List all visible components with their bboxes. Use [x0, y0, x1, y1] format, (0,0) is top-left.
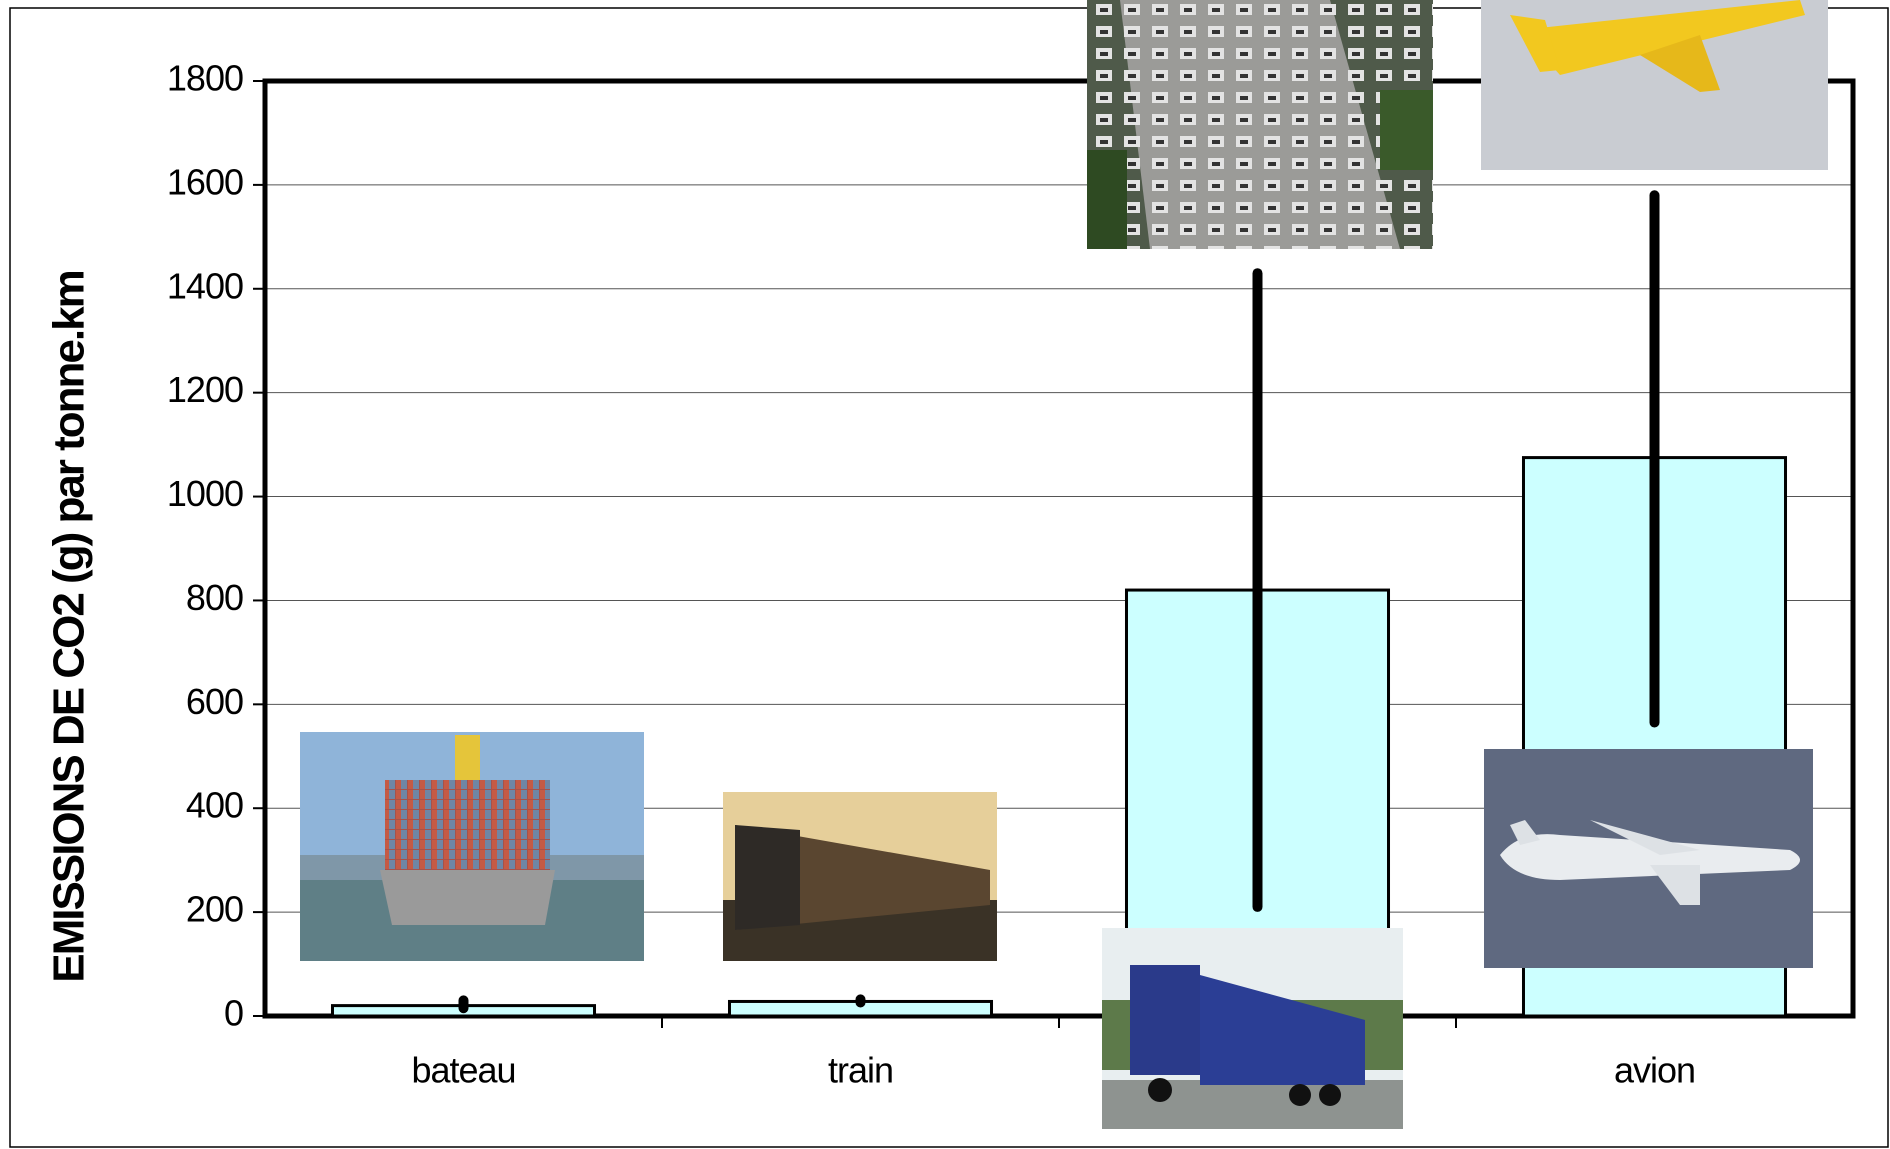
y-tick-label: 1800: [167, 58, 243, 99]
y-tick-label: 0: [224, 993, 243, 1034]
y-tick-label: 1600: [167, 161, 243, 202]
y-tick-label: 600: [186, 681, 243, 722]
page-border: [9, 7, 1889, 1148]
y-tick-label: 1000: [167, 473, 243, 514]
photos: [300, 0, 1828, 1129]
photo-truck: [1102, 928, 1403, 1129]
x-tick-label: avion: [1614, 1050, 1695, 1091]
y-tick-label: 200: [186, 889, 243, 930]
photo-dhl-plane: [1481, 0, 1828, 170]
photo-train: [723, 792, 997, 961]
photo-traffic: [1087, 0, 1433, 249]
photo-antonov: [1484, 749, 1813, 968]
y-tick-label: 1400: [167, 265, 243, 306]
x-tick-label: bateau: [411, 1050, 515, 1091]
y-axis-label: EMISSIONS DE CO2 (g) par tonne.km: [45, 271, 94, 982]
y-tick-label: 400: [186, 785, 243, 826]
photo-boat: [300, 732, 644, 961]
y-tick-label: 800: [186, 577, 243, 618]
y-tick-label: 1200: [167, 369, 243, 410]
x-tick-label: train: [828, 1050, 893, 1091]
